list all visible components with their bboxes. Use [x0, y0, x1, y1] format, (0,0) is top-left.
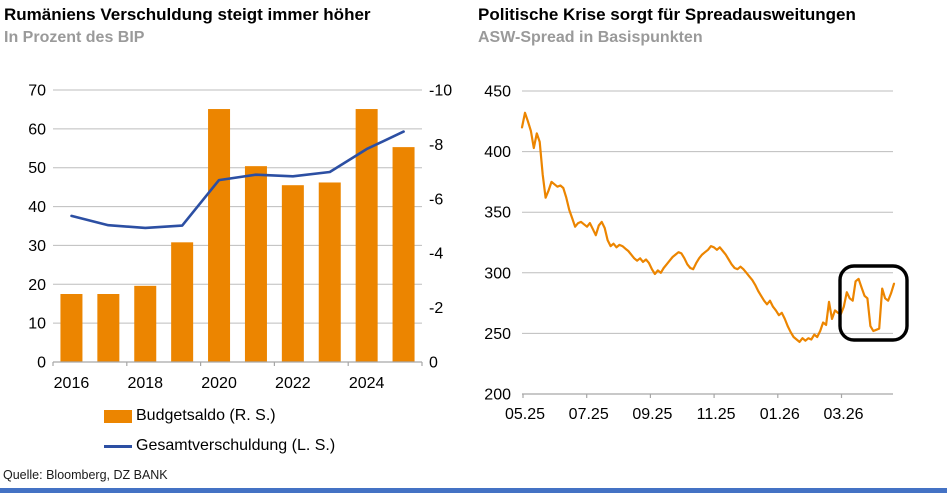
budget-bar [392, 147, 415, 362]
left-chart-title: Rumäniens Verschuldung steigt immer höhe… [4, 5, 371, 24]
left-axis-label: 50 [28, 160, 46, 177]
left-chart-year-label: 2024 [349, 375, 385, 392]
left-chart-legend: Budgetsaldo (R. S.) Gesamtverschuldung (… [104, 401, 335, 461]
right-axis-label: 0 [429, 355, 438, 372]
budget-bar [97, 294, 120, 362]
right-chart-y-label: 450 [484, 84, 511, 101]
budget-bar [208, 109, 231, 362]
left-chart-year-label: 2020 [201, 375, 237, 392]
right-axis-label: -10 [429, 83, 452, 100]
left-chart-year-label: 2022 [275, 375, 311, 392]
line-series-swatch [104, 444, 132, 448]
right-chart-subtitle: ASW-Spread in Basispunkten [478, 29, 703, 46]
right-axis-label: -6 [429, 191, 443, 208]
right-axis-label: -4 [429, 246, 443, 263]
left-axis-label: 20 [28, 277, 46, 294]
budget-bar [60, 294, 83, 362]
spread-line [520, 111, 896, 343]
budget-bar [244, 166, 267, 362]
right-chart-title: Politische Krise sorgt für Spreadausweit… [478, 5, 856, 24]
right-chart-month-label: 03.26 [823, 406, 863, 423]
bottom-accent-bar [0, 488, 947, 493]
left-axis-label: 10 [28, 316, 46, 333]
debt-line [70, 130, 405, 230]
left-chart-year-label: 2016 [54, 375, 90, 392]
legend-label-gesamtverschuldung: Gesamtverschuldung (L. S.) [136, 437, 336, 454]
highlight-box [838, 264, 909, 342]
right-axis-label: -2 [429, 300, 443, 317]
budget-bar [355, 109, 378, 362]
left-axis-label: 30 [28, 238, 46, 255]
left-chart-subtitle: In Prozent des BIP [4, 29, 145, 46]
left-axis-label: 40 [28, 199, 46, 216]
legend-item-budgetsaldo: Budgetsaldo (R. S.) [104, 401, 335, 431]
right-chart-month-label: 07.25 [569, 406, 609, 423]
right-chart-month-label: 05.25 [505, 406, 545, 423]
budget-bar [281, 185, 304, 362]
left-axis-label: 70 [28, 83, 46, 100]
right-chart-y-label: 350 [484, 205, 511, 222]
left-chart-year-label: 2018 [127, 375, 163, 392]
budget-bar [171, 242, 194, 362]
budget-bar [318, 182, 341, 362]
right-chart-month-label: 11.25 [697, 406, 736, 423]
right-chart-y-label: 250 [484, 326, 511, 343]
bar-series-swatch [104, 409, 132, 423]
right-chart-y-label: 200 [484, 387, 511, 404]
right-chart-month-label: 09.25 [632, 406, 672, 423]
legend-item-gesamtverschuldung: Gesamtverschuldung (L. S.) [104, 431, 335, 461]
source-note: Quelle: Bloomberg, DZ BANK [3, 468, 168, 482]
left-axis-label: 0 [37, 355, 46, 372]
right-chart-y-label: 400 [484, 144, 511, 161]
right-axis-label: -8 [429, 137, 443, 154]
budget-bar [134, 285, 157, 362]
right-chart-y-label: 300 [484, 265, 511, 282]
left-axis-label: 60 [28, 121, 46, 138]
right-chart-month-label: 01.26 [760, 406, 800, 423]
legend-label-budgetsaldo: Budgetsaldo (R. S.) [136, 407, 276, 424]
